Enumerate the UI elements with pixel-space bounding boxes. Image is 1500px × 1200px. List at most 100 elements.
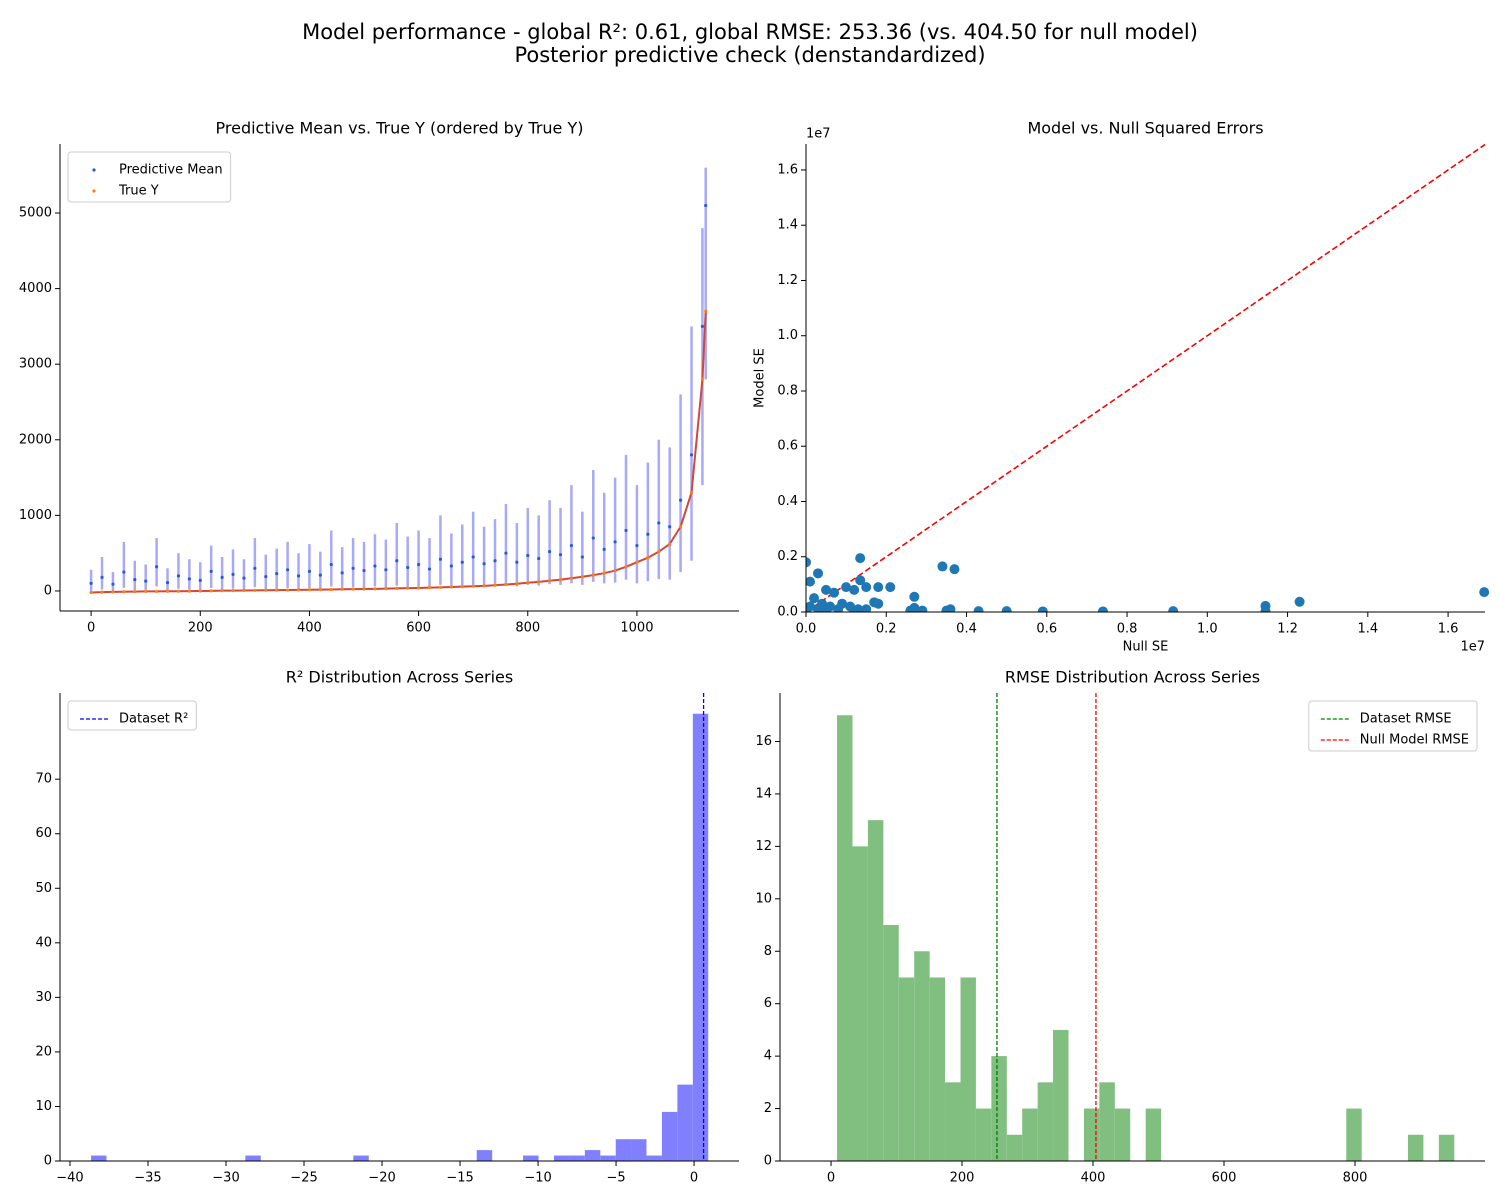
y-tick-label: 0.4: [777, 494, 798, 509]
point: [438, 585, 443, 589]
y-tick-label: 0: [44, 583, 52, 598]
point: [668, 525, 672, 529]
point: [253, 588, 257, 592]
point: [111, 590, 115, 594]
y-tick-label: 2: [764, 1101, 772, 1116]
bar: [91, 1155, 107, 1161]
y-tick-label: 0: [44, 1154, 52, 1169]
y-tick-label: 1.4: [777, 218, 798, 233]
point: [602, 571, 606, 575]
point: [198, 578, 202, 582]
point: [144, 589, 148, 594]
bar: [584, 1150, 601, 1161]
y-tick-label: 1.0: [777, 328, 798, 343]
point: [395, 586, 399, 590]
point: [482, 562, 486, 566]
x-tick-label: 0.0: [796, 622, 817, 637]
point: [849, 584, 860, 595]
point: [1168, 606, 1179, 612]
bar: [1438, 1134, 1455, 1161]
x-tick-label: −15: [446, 1171, 473, 1186]
point: [471, 584, 475, 588]
legend-box: [67, 700, 197, 731]
point: [548, 579, 552, 583]
point: [329, 562, 333, 567]
y-tick-label: 2000: [19, 432, 52, 447]
x-tick-label: −40: [56, 1171, 83, 1186]
bar: [1037, 1082, 1054, 1161]
subplot: Predictive Mean vs. True Y (ordered by T…: [19, 119, 739, 636]
point: [449, 585, 453, 589]
point: [613, 568, 617, 573]
y-tick-label: 5000: [19, 206, 52, 221]
point: [100, 575, 104, 579]
point: [873, 598, 884, 609]
point: [548, 550, 552, 554]
point: [580, 555, 584, 559]
point: [89, 590, 93, 595]
point: [187, 589, 191, 593]
point: [362, 568, 366, 573]
point: [806, 601, 816, 612]
subplot: Model vs. Null Squared Errors 0.0 0.2 0.4 0.…: [753, 119, 1490, 655]
point: [242, 576, 246, 580]
point: [821, 605, 832, 612]
point: [678, 525, 683, 529]
point: [427, 586, 432, 590]
point: [704, 203, 708, 208]
point: [144, 579, 148, 583]
bar: [692, 713, 709, 1161]
x-tick-label: 600: [1212, 1171, 1237, 1186]
y-tick-label: 8: [764, 944, 772, 959]
bar: [883, 925, 899, 1161]
point: [806, 576, 816, 587]
x-tick-label: 400: [297, 621, 322, 636]
point: [176, 574, 181, 578]
point: [558, 553, 563, 557]
point: [841, 582, 852, 593]
y-tick-label: 1.2: [777, 273, 798, 288]
point: [809, 593, 820, 604]
point: [613, 540, 617, 544]
x-tick-label: 0.2: [876, 622, 897, 637]
point: [417, 586, 421, 590]
point: [917, 605, 928, 612]
y-tick-label: 0.6: [777, 439, 798, 454]
y-tick-label: 0.0: [777, 605, 798, 620]
bar: [1022, 1108, 1038, 1161]
x-tick-label: −10: [524, 1171, 551, 1186]
point: [264, 588, 268, 592]
point: [504, 551, 508, 555]
bar: [353, 1155, 369, 1161]
point: [821, 584, 832, 595]
point: [296, 574, 301, 578]
point: [646, 532, 650, 536]
point: [362, 587, 366, 591]
bar: [945, 1082, 961, 1161]
legend-label: Dataset R²: [119, 712, 188, 727]
point: [275, 571, 279, 576]
point: [646, 556, 650, 560]
y-tick-label: 10: [35, 1099, 52, 1114]
point: [340, 571, 344, 575]
bar: [600, 1155, 616, 1161]
bar: [476, 1150, 493, 1161]
point: [558, 578, 563, 582]
x-axis-label: Null SE: [1123, 640, 1169, 655]
point: [307, 569, 312, 573]
point: [449, 564, 453, 568]
point: [849, 605, 860, 612]
point: [591, 536, 595, 540]
x-tick-label: 800: [515, 621, 540, 636]
x-tick-label: 0.6: [1036, 622, 1057, 637]
point: [537, 580, 541, 584]
point: [855, 575, 866, 586]
bar: [898, 977, 915, 1161]
point: [1001, 606, 1012, 612]
bar: [1099, 1082, 1115, 1161]
point: [580, 575, 584, 579]
y-tick-label: 0.2: [777, 549, 798, 564]
legend-label: Dataset RMSE: [1360, 712, 1452, 727]
